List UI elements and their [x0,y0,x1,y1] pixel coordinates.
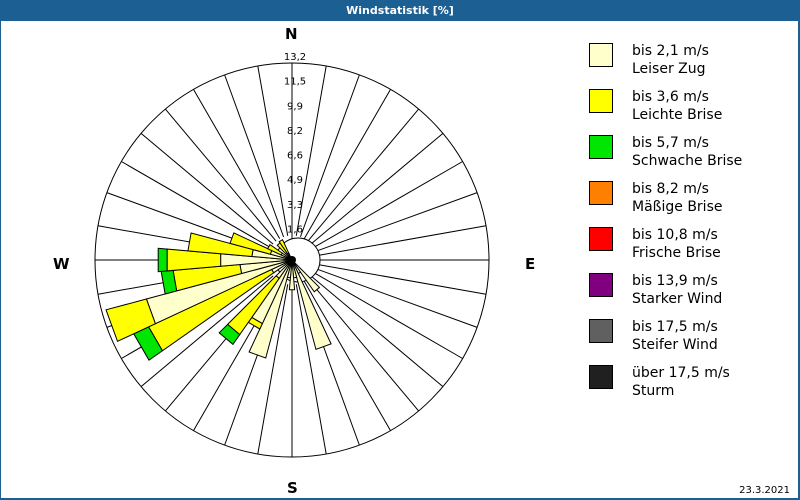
legend-swatch [589,135,613,159]
wind-bar-segment [229,232,273,255]
legend-speed: über 17,5 m/s [632,365,730,381]
svg-text:6,6: 6,6 [287,151,303,162]
compass-north-label: N [285,25,298,43]
legend-label: Steifer Wind [632,337,718,353]
wind-bar-segment [218,323,241,346]
legend-speed: bis 3,6 m/s [632,89,709,105]
svg-text:4,9: 4,9 [287,175,303,186]
wind-bar-segment [187,232,254,258]
legend-item: bis 5,7 m/s Schwache Brise [589,133,789,179]
legend-speed: bis 17,5 m/s [632,319,718,335]
wind-rose-chart: 1,6 3,3 4,9 6,6 8,2 9,9 11,5 13,2 [94,52,490,458]
legend-swatch [589,181,613,205]
compass-south-label: S [287,479,298,497]
legend-label: Sturm [632,383,675,399]
legend-label: Leiser Zug [632,61,706,77]
svg-text:13,2: 13,2 [284,52,306,63]
compass-east-label: E [525,255,536,273]
legend-item: über 17,5 m/s Sturm [589,363,789,409]
chart-panel: 1,6 3,3 4,9 6,6 8,2 9,9 11,5 13,2 N E S W bis 2… [1,21,798,498]
legend-speed: bis 13,9 m/s [632,273,718,289]
svg-text:3,3: 3,3 [287,200,303,211]
svg-text:9,9: 9,9 [287,101,303,112]
legend-label: Leichte Brise [632,107,723,123]
svg-text:8,2: 8,2 [287,126,303,137]
wind-bar-segment [157,247,168,273]
svg-text:1,6: 1,6 [287,224,303,235]
legend-swatch [589,43,613,67]
legend-speed: bis 8,2 m/s [632,181,709,197]
legend-swatch [589,89,613,113]
legend-item: bis 3,6 m/s Leichte Brise [589,87,789,133]
legend-swatch [589,365,613,389]
legend-item: bis 2,1 m/s Leiser Zug [589,41,789,87]
legend-item: bis 8,2 m/s Mäßige Brise [589,179,789,225]
legend-item: bis 10,8 m/s Frische Brise [589,225,789,271]
legend-speed: bis 10,8 m/s [632,227,718,243]
legend-label: Frische Brise [632,245,721,261]
window-title: Windstatistik [%] [0,0,800,21]
compass-west-label: W [53,255,70,273]
legend-item: bis 17,5 m/s Steifer Wind [589,317,789,363]
legend-item: bis 13,9 m/s Starker Wind [589,271,789,317]
legend-swatch [589,319,613,343]
svg-text:11,5: 11,5 [284,77,306,88]
wind-bar-segment [291,259,332,351]
legend-swatch [589,227,613,251]
wind-bar-segment [291,259,321,293]
legend-label: Schwache Brise [632,153,743,169]
wind-bar-segment [266,243,283,256]
legend-label: Mäßige Brise [632,199,723,215]
date-label: 23.3.2021 [739,485,790,496]
legend: bis 2,1 m/s Leiser Zug bis 3,6 m/s Leichte… [589,41,789,409]
legend-label: Starker Wind [632,291,723,307]
wind-bar-segment [105,298,157,343]
legend-speed: bis 2,1 m/s [632,43,709,59]
wind-bar-segment [278,239,290,255]
legend-speed: bis 5,7 m/s [632,135,709,151]
legend-swatch [589,273,613,297]
